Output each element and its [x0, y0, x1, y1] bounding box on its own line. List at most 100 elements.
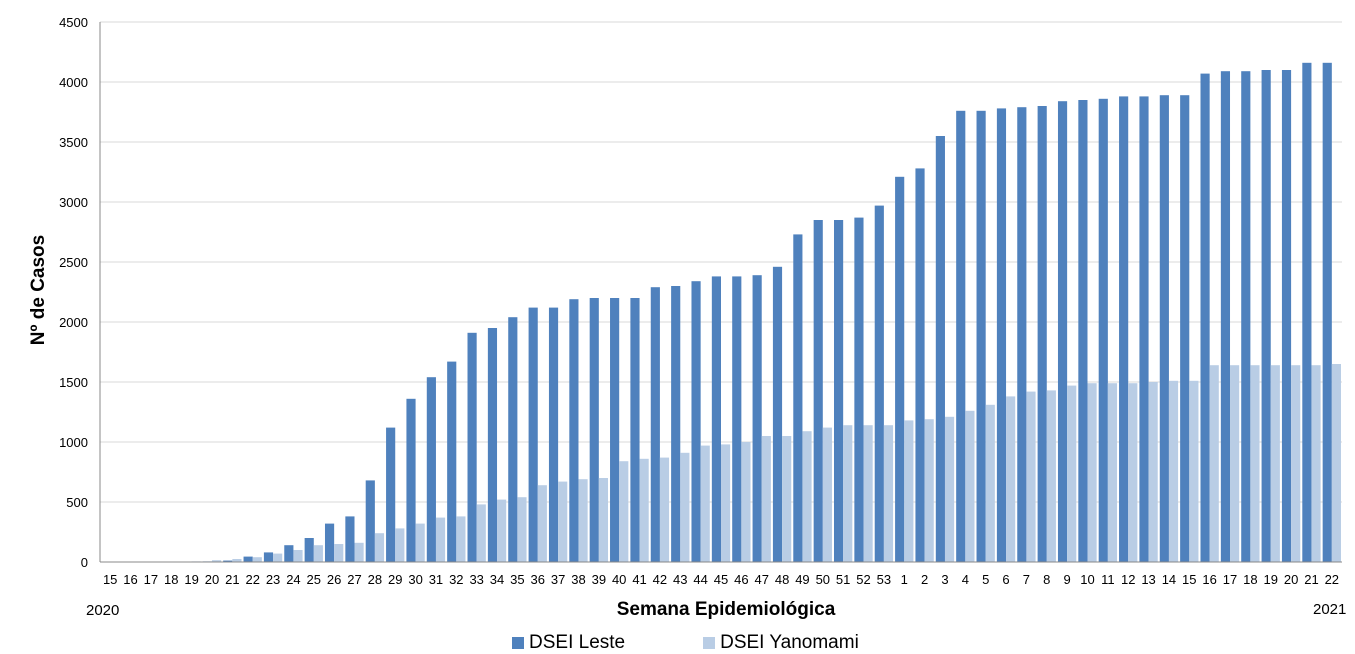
x-tick-label: 19: [184, 572, 198, 587]
x-tick-label: 20: [1284, 572, 1298, 587]
y-axis-ticks: 0 500 1000 1500 2000 2500 3000 3500 4000 4500: [59, 15, 88, 570]
x-tick-label: 50: [816, 572, 830, 587]
x-tick-label: 36: [531, 572, 545, 587]
x-tick-label: 43: [673, 572, 687, 587]
x-tick-label: 2: [921, 572, 928, 587]
y-tick-label: 4500: [59, 15, 88, 30]
x-tick-label: 32: [449, 572, 463, 587]
x-tick-label: 8: [1043, 572, 1050, 587]
legend-label-yanomami: DSEI Yanomami: [720, 632, 859, 653]
bar-dsei-leste: [610, 298, 620, 562]
bar-dsei-yanomami: [1270, 365, 1280, 562]
bar-dsei-yanomami: [1046, 390, 1056, 562]
bar-dsei-yanomami: [904, 420, 914, 562]
x-tick-label: 27: [347, 572, 361, 587]
x-tick-label: 4: [962, 572, 969, 587]
bar-dsei-leste: [874, 205, 884, 562]
x-tick-label: 25: [307, 572, 321, 587]
bar-dsei-yanomami: [1168, 380, 1179, 562]
bar-dsei-yanomami: [517, 497, 527, 562]
bar-dsei-leste: [243, 556, 253, 562]
bar-dsei-yanomami: [435, 517, 446, 562]
legend-swatch-leste: [512, 637, 524, 649]
x-tick-label: 17: [1223, 572, 1237, 587]
bar-dsei-yanomami: [843, 425, 853, 562]
bar-dsei-yanomami: [273, 553, 283, 562]
bar-dsei-yanomami: [1128, 383, 1138, 562]
bar-dsei-yanomami: [415, 523, 425, 562]
bar-dsei-yanomami: [395, 528, 405, 562]
bar-dsei-yanomami: [1189, 380, 1199, 562]
bar-dsei-leste: [1302, 62, 1312, 563]
x-tick-label: 9: [1064, 572, 1071, 587]
bar-dsei-leste: [650, 287, 660, 562]
bar-dsei-leste: [386, 427, 396, 562]
y-tick-label: 0: [81, 555, 88, 570]
x-tick-label: 15: [1182, 572, 1196, 587]
bar-dsei-yanomami: [313, 545, 323, 562]
x-tick-label: 22: [245, 572, 259, 587]
bar-dsei-leste: [589, 298, 599, 562]
x-tick-label: 42: [653, 572, 667, 587]
bar-dsei-yanomami: [1067, 385, 1077, 562]
y-tick-label: 3500: [59, 135, 88, 150]
bar-dsei-yanomami: [374, 533, 385, 562]
x-tick-label: 41: [632, 572, 646, 587]
bar-dsei-leste: [426, 377, 436, 562]
bar-dsei-leste: [263, 552, 274, 562]
bar-dsei-leste: [304, 538, 314, 562]
bar-dsei-leste: [834, 220, 844, 562]
bar-dsei-leste: [935, 136, 945, 562]
legend-swatch-yanomami: [703, 637, 716, 649]
bar-dsei-leste: [1322, 62, 1332, 563]
x-tick-label: 7: [1023, 572, 1030, 587]
x-tick-label: 10: [1080, 572, 1094, 587]
x-tick-label: 35: [510, 572, 524, 587]
gridlines: [100, 21, 1342, 503]
bar-dsei-yanomami: [924, 419, 934, 562]
x-tick-label: 29: [388, 572, 402, 587]
x-tick-label: 16: [123, 572, 137, 587]
x-tick-label: 24: [286, 572, 300, 587]
x-tick-label: 19: [1264, 572, 1278, 587]
bar-dsei-yanomami: [1311, 365, 1321, 562]
x-tick-label: 39: [592, 572, 606, 587]
x-tick-label: 20: [205, 572, 219, 587]
bar-dsei-yanomami: [782, 436, 792, 562]
bar-dsei-yanomami: [639, 458, 649, 562]
bar-dsei-leste: [1139, 96, 1149, 563]
legend-item-yanomami: DSEI Yanomami: [703, 632, 859, 654]
bar-dsei-yanomami: [558, 481, 568, 562]
bar-dsei-leste: [1180, 95, 1190, 562]
y-axis-title: Nº de Casos: [28, 235, 49, 345]
bar-dsei-leste: [569, 299, 579, 562]
bar-dsei-yanomami: [537, 485, 547, 562]
x-tick-label: 52: [856, 572, 870, 587]
y-tick-label: 2500: [59, 255, 88, 270]
bar-dsei-yanomami: [578, 479, 588, 562]
legend: DSEI Leste DSEI Yanomami: [512, 632, 859, 654]
bar-dsei-yanomami: [354, 542, 364, 562]
bar-dsei-yanomami: [863, 425, 873, 562]
x-tick-label: 6: [1002, 572, 1009, 587]
bar-dsei-leste: [854, 217, 864, 562]
x-tick-label: 21: [1304, 572, 1318, 587]
x-tick-label: 51: [836, 572, 850, 587]
x-tick-label: 30: [408, 572, 422, 587]
bar-dsei-yanomami: [1331, 364, 1341, 562]
bar-dsei-leste: [365, 480, 375, 562]
bar-dsei-yanomami: [476, 504, 486, 562]
y-tick-label: 500: [66, 495, 88, 510]
x-tick-label: 28: [368, 572, 382, 587]
bar-dsei-leste: [223, 560, 233, 562]
bar-dsei-leste: [1037, 106, 1047, 562]
x-tick-label: 12: [1121, 572, 1135, 587]
y-tick-label: 4000: [59, 75, 88, 90]
y-tick-label: 1500: [59, 375, 88, 390]
bar-dsei-leste: [487, 328, 498, 562]
x-tick-label: 31: [429, 572, 443, 587]
bar-dsei-leste: [630, 298, 640, 562]
x-tick-label: 46: [734, 572, 748, 587]
legend-label-leste: DSEI Leste: [529, 632, 626, 653]
